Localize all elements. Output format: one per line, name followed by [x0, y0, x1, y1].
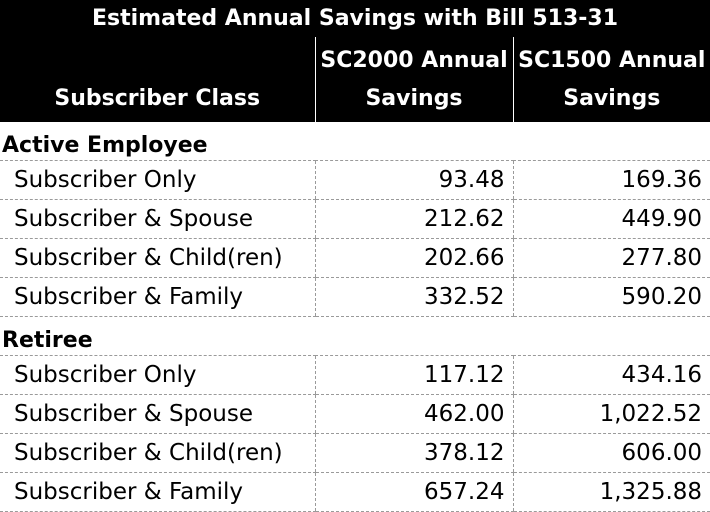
row-label: Subscriber & Family	[0, 277, 315, 317]
sc1500-value: 449.90	[512, 199, 710, 239]
table-title: Estimated Annual Savings with Bill 513-3…	[0, 0, 710, 37]
table-row: Subscriber Only 117.12 434.16	[0, 355, 710, 395]
title-row: Estimated Annual Savings with Bill 513-3…	[0, 0, 710, 37]
sc2000-value: 332.52	[314, 277, 513, 317]
header-row: Subscriber Class SC2000 Annual Savings S…	[0, 36, 710, 122]
sc1500-value: 1,325.88	[512, 472, 710, 512]
row-label: Subscriber & Spouse	[0, 394, 315, 434]
sc2000-value: 378.12	[314, 433, 513, 473]
section-row: Retiree	[0, 316, 710, 356]
header-sc1500-savings: SC1500 Annual Savings	[512, 36, 710, 122]
sc2000-value: 117.12	[314, 355, 513, 395]
sc1500-value: 277.80	[512, 238, 710, 278]
table-row: Subscriber & Spouse 212.62 449.90	[0, 199, 710, 239]
table-row: Subscriber & Family 332.52 590.20	[0, 277, 710, 317]
sc2000-value: 202.66	[314, 238, 513, 278]
sc2000-value: 462.00	[314, 394, 513, 434]
table-row: Subscriber & Child(ren) 378.12 606.00	[0, 433, 710, 473]
sc2000-value: 657.24	[314, 472, 513, 512]
table-row: Subscriber Only 93.48 169.36	[0, 160, 710, 200]
sc1500-value: 606.00	[512, 433, 710, 473]
row-label: Subscriber & Child(ren)	[0, 433, 315, 473]
row-label: Subscriber & Family	[0, 472, 315, 512]
row-label: Subscriber Only	[0, 355, 315, 395]
sc2000-value: 93.48	[314, 160, 513, 200]
row-label: Subscriber & Spouse	[0, 199, 315, 239]
row-label: Subscriber Only	[0, 160, 315, 200]
header-sc2000-savings: SC2000 Annual Savings	[314, 36, 513, 122]
table-row: Subscriber & Child(ren) 202.66 277.80	[0, 238, 710, 278]
table-row: Subscriber & Spouse 462.00 1,022.52	[0, 394, 710, 434]
section-retiree: Retiree	[0, 316, 710, 356]
sc1500-value: 590.20	[512, 277, 710, 317]
sc1500-value: 169.36	[512, 160, 710, 200]
sc1500-value: 434.16	[512, 355, 710, 395]
row-label: Subscriber & Child(ren)	[0, 238, 315, 278]
header-subscriber-class: Subscriber Class	[0, 36, 315, 122]
table-row: Subscriber & Family 657.24 1,325.88	[0, 472, 710, 512]
section-row: Active Employee	[0, 122, 710, 161]
sc2000-value: 212.62	[314, 199, 513, 239]
sc1500-value: 1,022.52	[512, 394, 710, 434]
section-active-employee: Active Employee	[0, 122, 710, 161]
